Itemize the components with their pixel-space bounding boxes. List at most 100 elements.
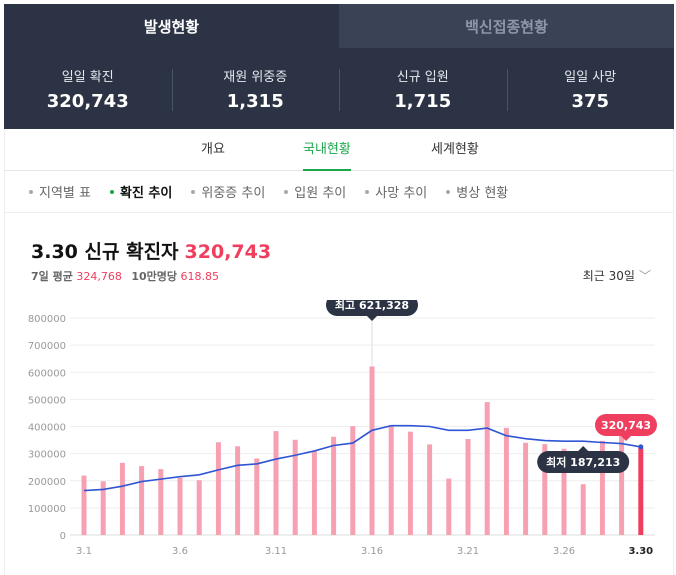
per100k-value: 618.85 (180, 270, 220, 283)
sub-tab-bar: 개요 국내현황 세계현황 (4, 129, 674, 171)
y-tick-label: 700000 (28, 341, 66, 352)
chip-admission-trend[interactable]: 입원 추이 (284, 182, 346, 201)
bullet-icon (446, 189, 451, 194)
tab-overview[interactable]: 개요 (201, 142, 225, 157)
metric-chip-bar: 지역별 표 확진 추이 위중증 추이 입원 추이 사망 추이 병상 현황 (4, 171, 674, 213)
chip-label: 사망 추이 (375, 186, 428, 201)
stat-label: 신규 입원 (396, 69, 449, 85)
max-callout-pointer (367, 316, 377, 321)
chip-critical-trend[interactable]: 위중증 추이 (191, 182, 265, 201)
chip-label: 병상 현황 (456, 186, 509, 201)
bar (388, 426, 394, 535)
chip-label: 입원 추이 (294, 186, 347, 201)
x-tick-label: 3.26 (553, 546, 575, 557)
bar (139, 466, 145, 535)
bar (119, 462, 125, 535)
stat-new-admissions: 신규 입원 1,715 (339, 66, 507, 112)
stat-critical: 재원 위중증 1,315 (171, 66, 340, 112)
bar (369, 366, 375, 535)
bar (561, 448, 567, 535)
current-callout-bubble (595, 414, 657, 436)
chip-label: 지역별 표 (39, 186, 91, 201)
y-tick-label: 0 (60, 531, 66, 542)
y-tick-label: 800000 (28, 314, 66, 325)
bullet-icon (284, 189, 289, 194)
bar (215, 442, 221, 535)
bar (292, 439, 298, 535)
min-callout-bubble (537, 451, 630, 473)
bar (235, 446, 241, 535)
chip-bed-status[interactable]: 병상 현황 (446, 182, 508, 201)
summary-header: 발생현황 백신접종현황 일일 확진 320,743 재원 위중증 1,315 신… (4, 4, 674, 129)
chip-label: 위중증 추이 (201, 186, 266, 201)
bar (350, 426, 356, 535)
bar (311, 450, 317, 535)
tab-global[interactable]: 세계현황 (431, 142, 479, 157)
bar (273, 431, 279, 535)
average-line-endpoint (638, 444, 644, 450)
average-line (83, 424, 641, 492)
per100k-label: 10만명당 (131, 270, 178, 283)
chevron-down-icon: ﹀ (638, 269, 651, 283)
bar (427, 444, 433, 535)
current-callout-label: 320,743 (601, 419, 651, 432)
tab-outbreak-status[interactable]: 발생현황 (4, 4, 339, 48)
bar (465, 438, 471, 535)
bar (638, 447, 644, 535)
bullet-icon (109, 189, 114, 194)
x-tick-label: 3.6 (172, 546, 188, 557)
min-callout-label: 최저 187,213 (546, 455, 620, 469)
chart-subtitle: 7일 평균 324,768 10만명당 618.85 (31, 268, 225, 284)
stat-label: 일일 사망 (564, 69, 617, 85)
stat-value: 1,715 (394, 90, 452, 112)
tab-vaccination-status[interactable]: 백신접종현황 (339, 4, 674, 48)
avg-label: 7일 평균 (31, 270, 73, 283)
bar (158, 469, 164, 535)
x-tick-label: 3.11 (265, 546, 287, 557)
bullet-icon (365, 189, 370, 194)
bar (407, 431, 413, 535)
title-value: 320,743 (184, 241, 272, 263)
top-tab-bar: 발생현황 백신접종현황 (4, 4, 674, 48)
bar (177, 478, 183, 535)
stat-label: 일일 확진 (61, 69, 114, 85)
title-label: 신규 확진자 (84, 241, 179, 263)
y-tick-label: 500000 (28, 395, 66, 406)
bullet-icon (29, 189, 33, 194)
bar (446, 478, 452, 535)
x-tick-label: 3.21 (457, 546, 479, 557)
y-tick-label: 300000 (28, 450, 66, 461)
bar (254, 458, 260, 535)
bar (619, 419, 625, 535)
avg-value: 324,768 (76, 270, 122, 283)
bar (100, 481, 106, 535)
bar (196, 480, 202, 535)
current-callout-pointer (621, 436, 631, 441)
period-select[interactable]: 최근 30일 ﹀ (583, 267, 651, 284)
min-callout-pointer (578, 446, 589, 451)
x-tick-label: 3.1 (76, 546, 92, 557)
chip-region-table[interactable]: 지역별 표 (29, 182, 91, 201)
bar (523, 442, 529, 535)
max-callout-bubble (326, 300, 418, 316)
stat-label: 재원 위중증 (223, 69, 288, 85)
bullet-icon (191, 189, 196, 194)
stat-daily-confirmed: 일일 확진 320,743 (4, 66, 172, 112)
bar (503, 427, 509, 535)
chart-panel: 3.30 신규 확진자 320,743 7일 평균 324,768 10만명당 6… (4, 213, 674, 575)
tab-domestic[interactable]: 국내현황 (303, 129, 351, 171)
title-date: 3.30 (31, 241, 78, 263)
chip-confirmed-trend[interactable]: 확진 추이 (109, 182, 173, 201)
chart-title: 3.30 신규 확진자 320,743 (31, 237, 271, 264)
x-tick-label: 3.30 (628, 546, 653, 557)
max-callout-label: 최고 621,328 (335, 300, 409, 312)
x-tick-label: 3.16 (361, 546, 383, 557)
bar (580, 484, 586, 535)
y-tick-label: 100000 (28, 504, 66, 515)
chip-death-trend[interactable]: 사망 추이 (365, 182, 427, 201)
chip-label: 확진 추이 (119, 186, 173, 201)
bar (542, 444, 548, 535)
stat-value: 320,743 (46, 90, 129, 112)
stat-value: 1,315 (226, 90, 284, 112)
stats-row: 일일 확진 320,743 재원 위중증 1,315 신규 입원 1,715 일… (4, 48, 674, 129)
